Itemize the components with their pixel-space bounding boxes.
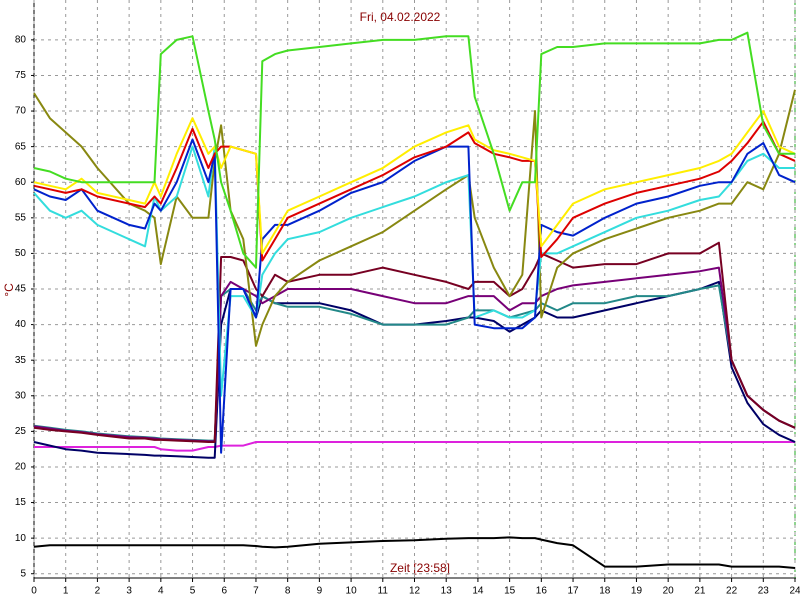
x-tick-label: 17 xyxy=(567,586,579,597)
x-tick-label: 23 xyxy=(758,586,770,597)
chart-title: Fri, 04.02.2022 xyxy=(360,10,441,24)
x-tick-label: 7 xyxy=(253,586,259,597)
x-tick-label: 10 xyxy=(346,586,358,597)
x-tick-label: 24 xyxy=(789,586,800,597)
y-tick-label: 65 xyxy=(15,141,27,152)
x-tick-label: 9 xyxy=(317,586,323,597)
series-line xyxy=(33,536,796,569)
y-tick-label: 70 xyxy=(15,106,27,117)
y-tick-label: 40 xyxy=(15,319,27,330)
x-tick-label: 14 xyxy=(472,586,484,597)
y-tick-label: 35 xyxy=(15,355,27,366)
x-tick-label: 15 xyxy=(504,586,516,597)
y-tick-label: 75 xyxy=(15,70,27,81)
x-tick-label: 21 xyxy=(694,586,706,597)
series-line xyxy=(33,120,796,262)
y-tick-label: 15 xyxy=(15,497,27,508)
y-tick-label: 45 xyxy=(15,284,27,295)
x-tick-label: 12 xyxy=(409,586,421,597)
x-tick-label: 6 xyxy=(221,586,227,597)
series-line xyxy=(33,138,796,454)
x-tick-label: 18 xyxy=(599,586,611,597)
x-tick-label: 22 xyxy=(726,586,738,597)
x-tick-label: 4 xyxy=(158,586,164,597)
y-tick-label: 80 xyxy=(15,35,27,46)
y-tick-label: 50 xyxy=(15,248,27,259)
series-line xyxy=(33,266,796,443)
series-line xyxy=(34,441,795,452)
x-tick-label: 0 xyxy=(31,586,37,597)
y-tick-label: 60 xyxy=(15,177,27,188)
x-tick-label: 2 xyxy=(95,586,101,597)
y-tick-label: 25 xyxy=(15,426,27,437)
series-line xyxy=(33,241,796,443)
x-tick-label: 1 xyxy=(63,586,69,597)
y-axis-label: °C xyxy=(2,283,16,297)
y-tick-label: 55 xyxy=(15,212,27,223)
y-tick-label: 5 xyxy=(20,568,26,579)
y-tick-label: 20 xyxy=(15,462,27,473)
series-line xyxy=(33,280,796,459)
x-tick-label: 19 xyxy=(631,586,643,597)
x-tick-label: 16 xyxy=(536,586,548,597)
x-tick-label: 3 xyxy=(126,586,132,597)
x-axis-label: Zeit [23:58] xyxy=(390,561,450,575)
x-tick-label: 11 xyxy=(378,586,389,597)
x-tick-label: 5 xyxy=(190,586,196,597)
x-tick-label: 8 xyxy=(285,586,291,597)
series-line xyxy=(33,89,796,347)
x-tick-label: 13 xyxy=(441,586,453,597)
series-line xyxy=(33,31,795,269)
x-tick-label: 20 xyxy=(663,586,675,597)
y-tick-label: 30 xyxy=(15,390,27,401)
y-tick-label: 10 xyxy=(15,533,27,544)
series-line xyxy=(33,110,796,255)
